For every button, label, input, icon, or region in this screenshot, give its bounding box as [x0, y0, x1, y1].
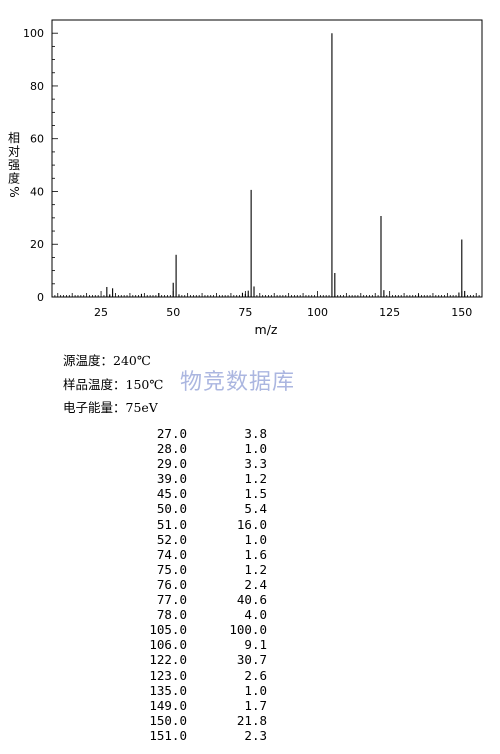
peak-mz: 106.0	[149, 637, 187, 653]
peak-row: 27.0 3.8	[140, 426, 267, 441]
peak-abundance: 3.3	[244, 456, 267, 472]
peak-row: 150.0 21.8	[140, 713, 267, 728]
x-axis-label: m/z	[255, 322, 278, 337]
peak-row: 74.0 1.6	[140, 547, 267, 562]
peak-abundance: 2.3	[244, 727, 267, 743]
peak-abundance: 1.7	[244, 697, 267, 713]
y-label-char: 度	[8, 171, 20, 186]
peak-mz: 78.0	[156, 607, 187, 623]
peak-row: 39.0 1.2	[140, 471, 267, 486]
peak-mz: 27.0	[156, 426, 187, 441]
x-tick-label: 150	[451, 306, 472, 319]
source-temperature: 源温度：240℃	[63, 353, 151, 368]
peak-row: 28.0 1.0	[140, 441, 267, 456]
x-tick-label: 50	[166, 306, 180, 319]
peak-mz: 122.0	[149, 652, 187, 668]
peak-mz: 75.0	[156, 561, 187, 577]
peak-mz: 151.0	[149, 727, 187, 743]
peak-row: 78.0 4.0	[140, 607, 267, 622]
peak-abundance: 9.1	[244, 637, 267, 653]
peak-row: 52.0 1.0	[140, 532, 267, 547]
x-tick-label: 75	[238, 306, 252, 319]
peak-mz: 52.0	[156, 531, 187, 547]
y-label-char: 相	[8, 131, 20, 145]
y-label-char: 强	[8, 158, 20, 172]
peak-row: 123.0 2.6	[140, 668, 267, 683]
peak-abundance: 1.6	[244, 546, 267, 562]
peak-row: 50.0 5.4	[140, 501, 267, 516]
peak-row: 45.0 1.5	[140, 486, 267, 501]
peak-row: 77.0 40.6	[140, 592, 267, 607]
y-tick-label: 0	[37, 291, 44, 304]
peak-mz: 105.0	[149, 622, 187, 638]
chart-axes	[51, 19, 483, 298]
y-label-char: 对	[8, 145, 20, 159]
plot-frame	[51, 19, 483, 298]
y-tick-label: 20	[30, 238, 44, 251]
peak-mz: 50.0	[156, 501, 187, 517]
peak-abundance: 2.6	[244, 667, 267, 683]
peak-mz: 28.0	[156, 441, 187, 457]
x-tick-label: 25	[94, 306, 108, 319]
sample-temperature: 样品温度：150℃	[63, 377, 164, 392]
y-tick-label: 60	[30, 133, 44, 146]
peak-row: 122.0 30.7	[140, 652, 267, 667]
peak-row: 29.0 3.3	[140, 456, 267, 471]
y-tick-label: 80	[30, 80, 44, 93]
peak-abundance: 5.4	[244, 501, 267, 517]
peak-mz: 29.0	[156, 456, 187, 472]
peak-abundance: 30.7	[236, 652, 267, 668]
peak-abundance: 1.2	[244, 561, 267, 577]
peak-abundance: 1.2	[244, 471, 267, 487]
peak-row: 51.0 16.0	[140, 517, 267, 532]
peak-mz: 39.0	[156, 471, 187, 487]
peak-list-table: 27.0 3.8 28.0 1.0 29.0 3.3 39.0 1.2 45.0 1.5 50.0 5…	[140, 426, 267, 743]
watermark-text: 物竞数据库	[180, 370, 296, 395]
peak-row: 75.0 1.2	[140, 562, 267, 577]
chart-bars	[106, 33, 466, 297]
peak-mz: 77.0	[156, 592, 187, 608]
peak-mz: 149.0	[149, 697, 187, 713]
peak-mz: 123.0	[149, 667, 187, 683]
peak-abundance: 2.4	[244, 576, 267, 592]
peak-row: 105.0 100.0	[140, 622, 267, 637]
peak-mz: 135.0	[149, 682, 187, 698]
y-label-char: %	[7, 186, 21, 197]
peak-abundance: 4.0	[244, 607, 267, 623]
chart-tick-labels: 25 50 75 100 125 150 0 20 40 60 80 100	[23, 27, 472, 319]
peak-mz: 45.0	[156, 486, 187, 502]
x-tick-label: 100	[307, 306, 328, 319]
peak-abundance: 40.6	[236, 592, 267, 608]
x-tick-label: 125	[379, 306, 400, 319]
peak-mz: 150.0	[149, 712, 187, 728]
peak-abundance: 1.5	[244, 486, 267, 502]
peak-row: 149.0 1.7	[140, 698, 267, 713]
peak-row: 76.0 2.4	[140, 577, 267, 592]
peak-abundance: 21.8	[236, 712, 267, 728]
peak-row: 106.0 9.1	[140, 637, 267, 652]
peak-abundance: 3.8	[244, 426, 267, 441]
peak-mz: 74.0	[156, 546, 187, 562]
peak-mz: 76.0	[156, 576, 187, 592]
peak-row: 135.0 1.0	[140, 683, 267, 698]
peak-abundance: 1.0	[244, 531, 267, 547]
peak-row: 151.0 2.3	[140, 728, 267, 743]
peak-abundance: 1.0	[244, 682, 267, 698]
y-tick-label: 40	[30, 185, 44, 198]
peak-abundance: 16.0	[236, 516, 267, 532]
y-tick-label: 100	[23, 27, 44, 40]
electron-energy: 电子能量：75eV	[63, 400, 158, 415]
peak-mz: 51.0	[156, 516, 187, 532]
peak-abundance: 100.0	[229, 622, 267, 638]
peak-abundance: 1.0	[244, 441, 267, 457]
